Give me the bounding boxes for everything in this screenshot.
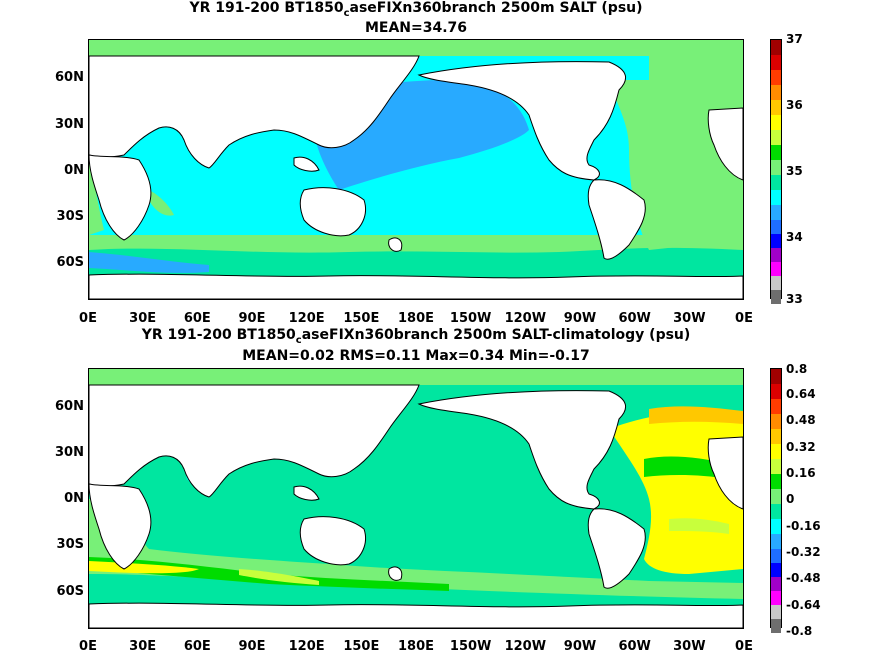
lon-label: 60W — [618, 639, 651, 654]
lon-label: 30E — [129, 639, 157, 654]
lon-label: 60W — [618, 311, 651, 326]
lon-label: 60E — [183, 311, 211, 326]
cbar1-label-34: 34 — [786, 230, 803, 244]
lon-label: 180E — [397, 639, 435, 654]
lat-label: 30N — [55, 117, 84, 132]
cbar2-label-9: -0.64 — [786, 598, 821, 612]
lon-label: 30E — [129, 311, 157, 326]
lon-label: 0E — [79, 639, 97, 654]
lon-label: 30W — [673, 311, 706, 326]
lon-label: 120E — [288, 311, 325, 326]
anomaly-colorbar — [770, 368, 782, 633]
lon-label: 150W — [449, 639, 492, 654]
cbar1-label-35: 35 — [786, 164, 803, 178]
panel2-title: YR 191-200 BT1850caseFIXn360branch 2500m… — [141, 327, 691, 346]
cbar2-label-1: 0.64 — [786, 387, 816, 401]
cbar1-label-36: 36 — [786, 98, 803, 112]
lat-label: 30N — [55, 445, 84, 460]
cbar1-label-37: 37 — [786, 32, 803, 46]
lon-label: 120E — [288, 639, 325, 654]
lon-label: 90E — [238, 639, 266, 654]
cbar2-label-6: -0.16 — [786, 519, 821, 533]
lat-label: 30S — [56, 209, 84, 224]
lon-label: 90E — [238, 311, 266, 326]
lat-label: 60S — [56, 255, 84, 270]
cbar2-label-0: 0.8 — [786, 362, 808, 376]
cbar2-label-8: -0.48 — [786, 571, 821, 585]
lon-label: 120W — [504, 639, 547, 654]
lon-label: 120W — [504, 311, 547, 326]
lon-label: 30W — [673, 639, 706, 654]
lon-label: 60E — [183, 639, 211, 654]
cbar2-label-7: -0.32 — [786, 545, 821, 559]
salinity-colorbar — [770, 39, 782, 304]
lon-label: 0E — [735, 639, 753, 654]
cbar2-label-10: -0.8 — [786, 624, 813, 638]
panel1-title: YR 191-200 BT1850caseFIXn360branch 2500m… — [189, 0, 643, 19]
lat-label: 30S — [56, 537, 84, 552]
lon-label: 0E — [735, 311, 753, 326]
lon-label: 90W — [563, 311, 597, 326]
cbar1-label-33: 33 — [786, 292, 803, 306]
cbar2-label-2: 0.48 — [786, 413, 816, 427]
panel1-subtitle: MEAN=34.76 — [364, 20, 468, 36]
panel2-subtitle: MEAN=0.02 RMS=0.11 Max=0.34 Min=-0.17 — [242, 348, 590, 364]
lon-label: 150W — [449, 311, 492, 326]
lon-label: 150E — [343, 639, 380, 654]
lat-label: 60N — [55, 399, 84, 414]
lon-label: 150E — [343, 311, 380, 326]
lat-label: 60N — [55, 70, 84, 85]
salinity-map — [88, 39, 744, 300]
lon-label: 180E — [397, 311, 435, 326]
cbar2-label-4: 0.16 — [786, 466, 816, 480]
cbar2-label-3: 0.32 — [786, 440, 816, 454]
cbar2-label-5: 0 — [786, 492, 795, 506]
lon-label: 90W — [563, 639, 597, 654]
lat-label: 0N — [64, 491, 84, 506]
lat-label: 60S — [56, 584, 84, 599]
lon-label: 0E — [79, 311, 97, 326]
lat-label: 0N — [64, 163, 84, 178]
salinity-anomaly-map — [88, 368, 744, 629]
